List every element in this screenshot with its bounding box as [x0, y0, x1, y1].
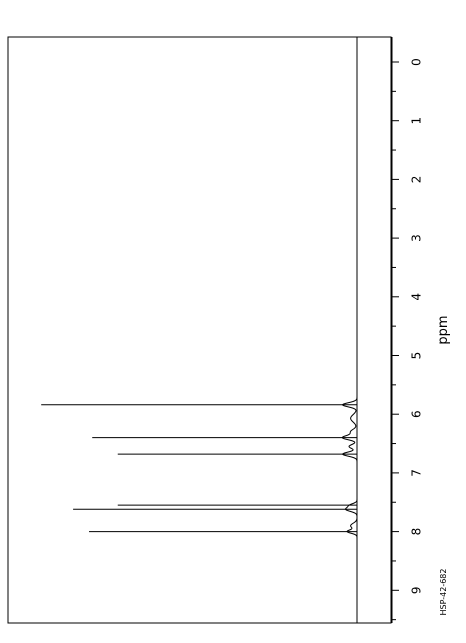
spectrum-trace — [341, 38, 358, 622]
tick-label-6: 6 — [410, 410, 424, 418]
tick-label-0: 0 — [410, 58, 424, 66]
axis-label-ppm: ppm — [436, 315, 451, 344]
tick-label-9: 9 — [410, 586, 424, 594]
tick-label-5: 5 — [410, 352, 424, 360]
tick-label-4: 4 — [410, 293, 424, 301]
tick-label-2: 2 — [410, 176, 424, 184]
tick-label-1: 1 — [410, 117, 424, 125]
sample-code-label: HSP-42-682 — [439, 569, 448, 616]
tick-label-3: 3 — [410, 234, 424, 242]
plot-frame — [7, 36, 392, 624]
tick-label-7: 7 — [410, 469, 424, 477]
tick-label-8: 8 — [410, 528, 424, 536]
